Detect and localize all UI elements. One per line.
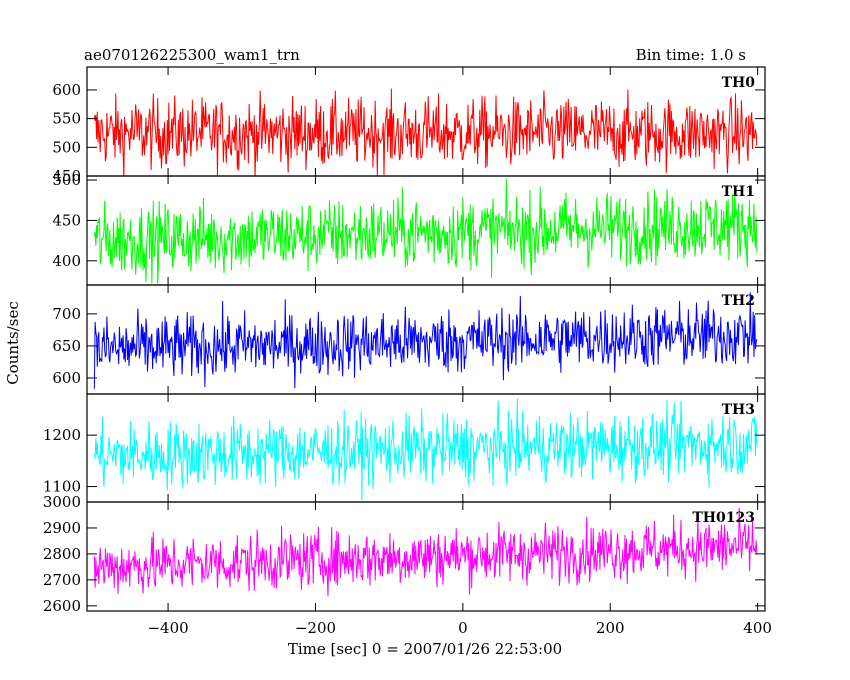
x-tick-label: −400 (147, 619, 188, 637)
series-line-th2 (93, 292, 758, 389)
y-tick-label-th2: 700 (52, 305, 81, 323)
panel-label-th3: TH3 (722, 402, 755, 418)
y-tick-label-th1: 450 (52, 211, 81, 229)
y-tick-label-th2: 650 (52, 337, 81, 355)
x-tick-label: 400 (743, 619, 772, 637)
panel-label-th2: TH2 (722, 293, 755, 309)
y-tick-label-th0123: 2700 (43, 571, 81, 589)
x-tick-label: −200 (295, 619, 336, 637)
bin-time-label: Bin time: 1.0 s (636, 46, 746, 64)
series-line-th0123 (93, 507, 758, 597)
y-tick-label-th2: 600 (52, 369, 81, 387)
panel-frame-th0123 (86, 501, 766, 612)
series-line-th3 (93, 398, 758, 501)
panel-label-th0123: TH0123 (692, 510, 755, 526)
series-line-th1 (93, 178, 758, 284)
y-tick-label-th0123: 2800 (43, 545, 81, 563)
y-tick-label-th0123: 2900 (43, 519, 81, 537)
y-tick-label-th0: 600 (52, 81, 81, 99)
series-line-th0 (93, 88, 758, 176)
y-tick-label-th0: 550 (52, 110, 81, 128)
y-tick-label-th3: 1200 (43, 426, 81, 444)
y-tick-label-th0: 500 (52, 138, 81, 156)
y-axis-label: Counts/sec (4, 301, 22, 385)
y-tick-label-th0: 450 (52, 167, 81, 185)
y-tick-label-th3: 1100 (43, 478, 81, 496)
y-tick-label-th1: 500 (52, 171, 81, 189)
panel-label-th1: TH1 (722, 184, 755, 200)
panel-label-th0: TH0 (722, 75, 756, 91)
x-tick-label: 0 (458, 619, 468, 637)
y-tick-label-th0123: 3000 (43, 493, 81, 511)
x-axis-label: Time [sec] 0 = 2007/01/26 22:53:00 (288, 640, 562, 658)
y-tick-label-th1: 400 (52, 252, 81, 270)
x-tick-label: 200 (596, 619, 625, 637)
chart-title: ae070126225300_wam1_trn (84, 46, 300, 64)
y-tick-label-th0123: 2600 (43, 597, 81, 615)
